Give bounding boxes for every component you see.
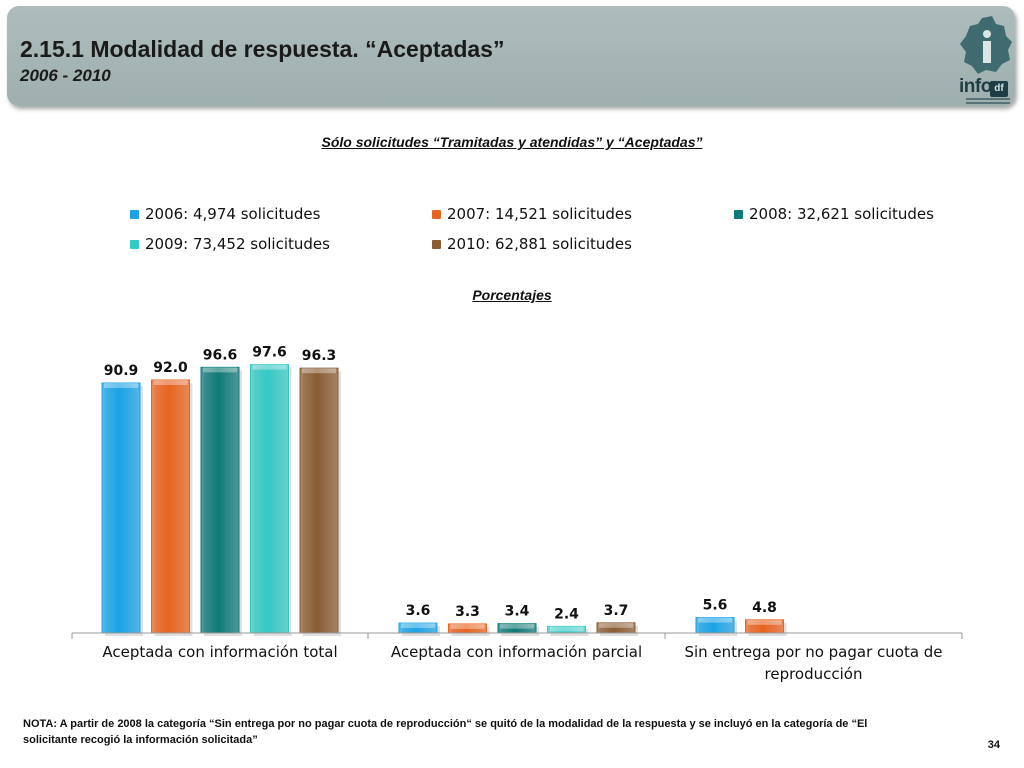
legend-swatch: [734, 209, 743, 219]
bar-highlight: [302, 368, 336, 374]
logo-caption-line: [966, 98, 1010, 100]
bar-chart: 90.9 92.0 96.6 97.6 96.3 3.6 3.3 3.4 2.4 3.7 5.6 4.…: [71, 345, 963, 683]
header-banner: 2.15.1 Modalidad de respuesta. “Aceptada…: [7, 6, 1015, 106]
category-label: Aceptada con información total: [102, 643, 337, 661]
logo-wordmark: info: [959, 76, 992, 97]
data-label: 3.4: [505, 604, 530, 620]
data-label: 92.0: [153, 360, 188, 376]
data-label: 96.6: [203, 347, 238, 363]
legend-item: 2009: 73,452 solicitudes: [130, 235, 330, 253]
data-label: 96.3: [302, 348, 337, 364]
data-label: 90.9: [104, 363, 139, 379]
legend-label: 2009: 73,452 solicitudes: [145, 235, 330, 253]
page-subtitle: 2006 - 2010: [20, 66, 111, 85]
footnote: NOTA: A partir de 2008 la categoría “Sin…: [23, 718, 868, 746]
bar-highlight: [252, 364, 287, 370]
legend-swatch: [130, 239, 139, 249]
bar-highlight: [401, 623, 435, 629]
bar-highlight: [549, 626, 584, 632]
data-label: 3.6: [406, 603, 431, 619]
bar-highlight: [698, 617, 732, 623]
bar: [200, 366, 240, 634]
units-label: Porcentajes: [472, 287, 552, 303]
legend-swatch: [432, 209, 441, 219]
logo-caption-line: [966, 102, 1010, 104]
chart-heading: Sólo solicitudes “Tramitadas y atendidas…: [321, 134, 703, 150]
legend-item: 2007: 14,521 solicitudes: [432, 205, 632, 223]
category-label: reproducción: [765, 665, 863, 683]
bar-highlight: [203, 367, 237, 373]
bar: [101, 382, 141, 634]
data-label: 5.6: [703, 598, 728, 614]
legend-label: 2007: 14,521 solicitudes: [447, 205, 632, 223]
bar: [250, 364, 289, 634]
legend-item: 2008: 32,621 solicitudes: [734, 205, 934, 223]
bar: [299, 367, 339, 634]
data-label: 3.3: [455, 604, 480, 620]
legend-item: 2010: 62,881 solicitudes: [432, 235, 632, 253]
bar-highlight: [153, 380, 188, 385]
data-label: 2.4: [554, 606, 579, 622]
data-label: 3.7: [604, 603, 629, 619]
data-label: 97.6: [252, 345, 287, 361]
legend-swatch: [130, 209, 139, 219]
data-label: 4.8: [752, 600, 777, 616]
page-title: 2.15.1 Modalidad de respuesta. “Aceptada…: [20, 36, 505, 62]
infodf-logo: info df: [952, 14, 1022, 104]
bar: [151, 379, 190, 634]
bar-highlight: [599, 622, 633, 628]
bar-highlight: [747, 619, 782, 625]
legend-label: 2006: 4,974 solicitudes: [145, 205, 321, 223]
logo-tag: df: [990, 81, 1008, 97]
bar-highlight: [104, 383, 138, 389]
bar-highlight: [500, 623, 534, 629]
bar-highlight: [450, 623, 485, 629]
page-number: 34: [987, 739, 1000, 751]
legend-label: 2008: 32,621 solicitudes: [749, 205, 934, 223]
map-emblem-icon: [960, 16, 1012, 74]
legend-label: 2010: 62,881 solicitudes: [447, 235, 632, 253]
legend-swatch: [432, 239, 441, 249]
legend-item: 2006: 4,974 solicitudes: [130, 205, 320, 223]
category-label: Aceptada con información parcial: [391, 643, 642, 661]
category-label: Sin entrega por no pagar cuota de: [684, 643, 942, 661]
